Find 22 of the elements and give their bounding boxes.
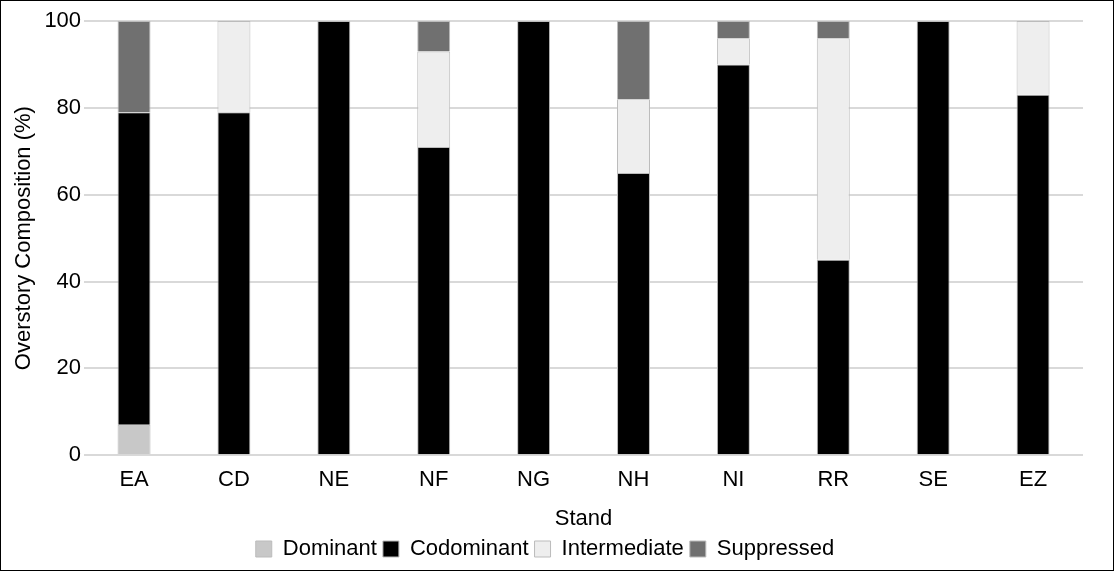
y-tick-label: 60 [56,180,82,206]
x-tick-label: NE [318,466,350,492]
x-tick-label: NF [419,466,449,492]
x-tick-label: RR [817,466,850,492]
y-tick-label: 80 [56,93,82,119]
legend-label: Dominant [282,535,377,561]
y-tick-label: 20 [56,354,82,380]
x-tick-label: NI [722,466,745,492]
x-tick-label: NG [517,466,551,492]
y-tick-label: 0 [68,441,82,467]
x-tick-label: CD [218,466,250,492]
legend-label: Codominant [409,535,529,561]
y-axis-title: Overstory Composition (%) [10,106,36,371]
legend-label: Suppressed [716,535,835,561]
x-tick-label: SE [918,466,948,492]
y-tick-label: 100 [44,7,82,33]
x-tick-label: NH [617,466,650,492]
x-tick-label: EZ [1018,466,1048,492]
legend-label: Intermediate [561,535,684,561]
x-tick-label: EA [119,466,150,492]
x-axis-title: Stand [554,504,613,530]
y-tick-label: 40 [56,267,82,293]
